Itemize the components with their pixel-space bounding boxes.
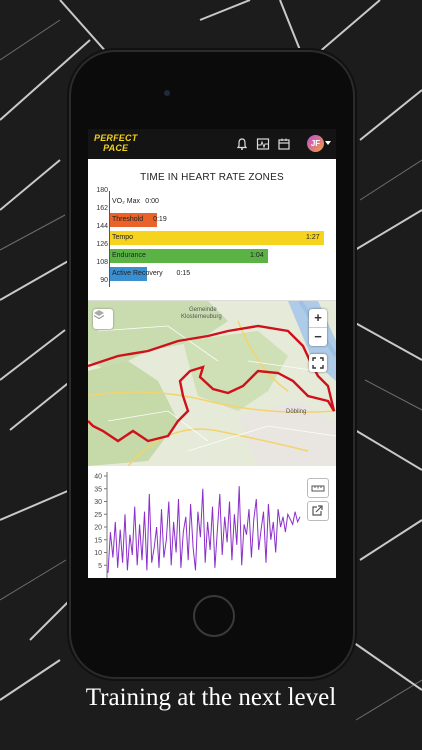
hr-y-tick: 144 <box>96 223 108 230</box>
avatar[interactable]: JF <box>307 135 324 152</box>
expand-icon <box>312 357 324 369</box>
hr-zone-name: VO₂ Max <box>112 198 140 205</box>
route-map[interactable]: Gemeinde Klosterneuburg Döbling + − <box>88 300 336 467</box>
app-logo[interactable]: PERFECT PACE <box>94 133 137 153</box>
hr-zone-time: 0:19 <box>153 216 167 223</box>
chart-y-tick: 35 <box>94 486 102 493</box>
logo-line-1: PERFECT <box>94 133 138 143</box>
chart-y-tick: 15 <box>94 537 102 544</box>
layers-icon <box>93 310 105 320</box>
hr-zone-name: Threshold <box>112 216 144 223</box>
zoom-out-button[interactable]: − <box>309 327 327 346</box>
chart-y-tick: 20 <box>94 525 102 532</box>
hr-zone-time: 0:00 <box>145 198 159 205</box>
hr-zone-bar[interactable] <box>110 213 157 227</box>
chart-y-tick: 30 <box>94 499 102 506</box>
map-label-town: Gemeinde <box>189 307 217 313</box>
chart-series-line <box>107 486 301 573</box>
heart-rate-icon[interactable] <box>256 137 270 151</box>
hr-y-tick: 180 <box>96 187 108 194</box>
hr-zone-bar[interactable] <box>110 231 324 245</box>
chart-open-button[interactable] <box>307 501 329 521</box>
hr-zone-time: 1:04 <box>250 252 264 259</box>
chart-y-tick: 10 <box>94 550 102 557</box>
hr-y-tick: 108 <box>96 259 108 266</box>
hr-y-tick: 126 <box>96 241 108 248</box>
hr-zone-time: 0:15 <box>176 270 191 277</box>
hr-y-tick: 162 <box>96 205 108 212</box>
hr-zone-bar[interactable] <box>110 267 147 281</box>
map-label-town: Klosterneuburg <box>181 314 222 320</box>
zoom-control: + − <box>309 309 327 346</box>
hr-zone-name: Active Recovery <box>112 270 163 277</box>
zoom-in-button[interactable]: + <box>314 310 322 325</box>
calendar-icon[interactable] <box>277 137 291 151</box>
hr-y-tick: 90 <box>100 277 108 284</box>
logo-line-2: PACE <box>103 143 129 153</box>
app-header: PERFECT PACE JF <box>88 129 336 159</box>
hr-zone-bar[interactable] <box>110 249 268 263</box>
hr-zones-title: TIME IN HEART RATE ZONES <box>140 172 284 183</box>
fullscreen-button[interactable] <box>309 354 327 372</box>
map-layers-button[interactable] <box>93 309 113 329</box>
map-label-district: Döbling <box>286 409 307 415</box>
chart-y-tick: 40 <box>94 474 102 481</box>
home-button[interactable] <box>193 595 235 637</box>
tagline: Training at the next level <box>85 684 337 711</box>
map-canvas <box>88 301 336 466</box>
chart-y-tick: 5 <box>98 563 102 570</box>
app-screen: PERFECT PACE JF TIME IN HEART RATE ZONES… <box>88 129 336 578</box>
hr-zone-time: 1:27 <box>306 234 320 241</box>
hr-axis-line <box>109 191 110 287</box>
chevron-down-icon[interactable] <box>325 141 331 145</box>
avatar-initials: JF <box>310 139 321 148</box>
chart-ruler-button[interactable] <box>307 478 329 498</box>
external-link-icon <box>312 505 323 516</box>
line-chart: 40 35 30 25 20 15 10 5 <box>88 466 336 578</box>
phone-frame: PERFECT PACE JF TIME IN HEART RATE ZONES… <box>71 52 353 677</box>
line-chart-canvas: 40 35 30 25 20 15 10 5 <box>94 472 301 578</box>
chart-y-tick: 25 <box>94 512 102 519</box>
bell-icon[interactable] <box>235 137 249 151</box>
ruler-icon <box>311 485 325 492</box>
hr-zone-name: Endurance <box>112 252 146 259</box>
front-camera <box>164 90 170 96</box>
hr-zone-name: Tempo <box>112 234 134 241</box>
